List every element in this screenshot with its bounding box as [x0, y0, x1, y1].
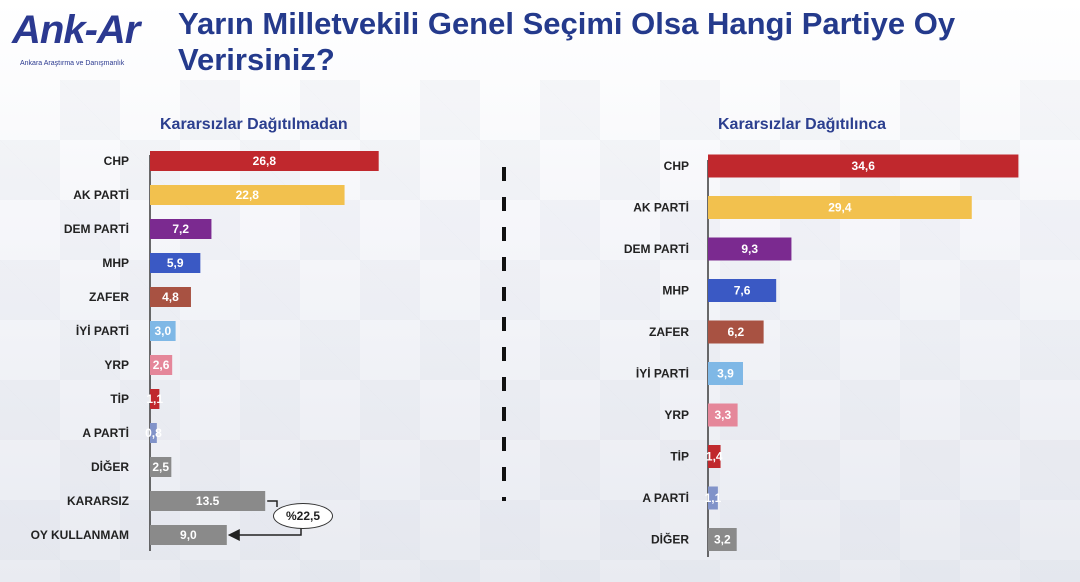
- left-bar-dem-parti: [150, 219, 212, 239]
- right-value-label-ti-p: 1,4: [706, 450, 723, 464]
- right-bar-mhp: [708, 279, 777, 302]
- left-bar-kararsiz: [150, 491, 266, 511]
- right-value-label-zafer: 6,2: [727, 325, 744, 339]
- ank-ar-logo: Ank-Ar Ankara Araştırma ve Danışmanlık: [10, 8, 160, 68]
- left-value-label-kararsiz: 13.5: [196, 494, 220, 508]
- left-category-label-i-yi-parti: İYİ PARTİ: [76, 323, 129, 338]
- right-value-label-a-parti: 1,1: [705, 491, 722, 505]
- right-bar-zafer: [708, 320, 764, 344]
- left-chart-title: Kararsızlar Dağıtılmadan: [160, 116, 348, 133]
- right-category-label-zafer: ZAFER: [649, 325, 689, 339]
- left-value-label-yrp: 2,6: [153, 358, 170, 372]
- callout-connector-oy-kullanmam: [227, 527, 302, 541]
- right-value-label-yrp: 3,3: [714, 408, 731, 422]
- left-category-label-yrp: YRP: [104, 358, 129, 372]
- right-bar-ti-p: [708, 445, 721, 468]
- right-value-label-di-ger: 3,2: [714, 533, 731, 547]
- left-value-label-mhp: 5,9: [167, 256, 184, 270]
- right-category-label-chp: CHP: [664, 159, 689, 173]
- right-bar-di-ger: [708, 528, 737, 551]
- right-category-label-i-yi-parti: İYİ PARTİ: [636, 366, 689, 381]
- left-bar-zafer: [150, 287, 191, 307]
- left-bar-ak-parti: [150, 185, 345, 205]
- left-value-label-ak-parti: 22,8: [236, 188, 260, 202]
- left-category-label-zafer: ZAFER: [89, 290, 129, 304]
- right-bar-chp: [708, 154, 1019, 178]
- left-category-label-kararsiz: KARARSIZ: [67, 494, 129, 508]
- left-bar-ti-p: [150, 389, 160, 409]
- left-value-label-di-ger: 2,5: [152, 460, 169, 474]
- right-category-label-a-parti: A PARTİ: [642, 490, 689, 505]
- logo-name: Ank-Ar: [12, 8, 140, 52]
- left-bar-a-parti: [150, 423, 157, 443]
- left-value-label-zafer: 4,8: [162, 290, 179, 304]
- callout-connector-kararsiz: [267, 500, 278, 507]
- left-category-label-a-parti: A PARTİ: [82, 425, 129, 440]
- right-bar-a-parti: [708, 486, 718, 510]
- right-value-label-chp: 34,6: [852, 159, 876, 173]
- left-bar-chp: [150, 151, 379, 171]
- right-value-label-mhp: 7,6: [734, 284, 751, 298]
- right-category-label-yrp: YRP: [664, 408, 689, 422]
- undecided-total-callout: %22,5: [273, 503, 333, 529]
- left-bar-yrp: [150, 355, 173, 375]
- chart-divider: [502, 167, 506, 501]
- left-category-label-mhp: MHP: [102, 256, 129, 270]
- left-category-label-oy-kullanmam: OY KULLANMAM: [31, 528, 129, 542]
- left-category-label-dem-parti: DEM PARTİ: [64, 221, 129, 236]
- left-category-label-ti-p: TİP: [110, 391, 129, 406]
- left-value-label-oy-kullanmam: 9,0: [180, 528, 197, 542]
- right-bar-ak-parti: [708, 196, 972, 219]
- left-bar-i-yi-parti: [150, 321, 176, 341]
- left-value-label-i-yi-parti: 3,0: [154, 324, 171, 338]
- right-value-label-dem-parti: 9,3: [741, 242, 758, 256]
- right-category-label-ak-parti: AK PARTİ: [633, 200, 689, 215]
- left-bar-di-ger: [150, 457, 172, 477]
- right-category-label-di-ger: DİĞER: [651, 532, 689, 547]
- left-category-label-chp: CHP: [104, 154, 129, 168]
- left-value-label-ti-p: 1,1: [146, 392, 163, 406]
- right-category-label-dem-parti: DEM PARTİ: [624, 241, 689, 256]
- right-value-label-ak-parti: 29,4: [828, 201, 852, 215]
- left-value-label-a-parti: 0,8: [145, 426, 162, 440]
- right-bar-yrp: [708, 403, 738, 427]
- left-bar-oy-kullanmam: [150, 525, 227, 545]
- logo-tagline: Ankara Araştırma ve Danışmanlık: [20, 60, 125, 67]
- left-value-label-chp: 26,8: [253, 154, 277, 168]
- right-category-label-ti-p: TİP: [670, 449, 689, 464]
- right-value-label-i-yi-parti: 3,9: [717, 367, 734, 381]
- left-value-label-dem-parti: 7,2: [172, 222, 189, 236]
- right-bar-dem-parti: [708, 237, 792, 261]
- page-title: Yarın Milletvekili Genel Seçimi Olsa Han…: [178, 6, 956, 77]
- left-bar-mhp: [150, 253, 201, 273]
- right-bar-i-yi-parti: [708, 362, 743, 385]
- left-category-label-ak-parti: AK PARTİ: [73, 187, 129, 202]
- left-category-label-di-ger: DİĞER: [91, 459, 129, 474]
- right-category-label-mhp: MHP: [662, 284, 689, 298]
- right-chart-title: Kararsızlar Dağıtılınca: [718, 116, 887, 133]
